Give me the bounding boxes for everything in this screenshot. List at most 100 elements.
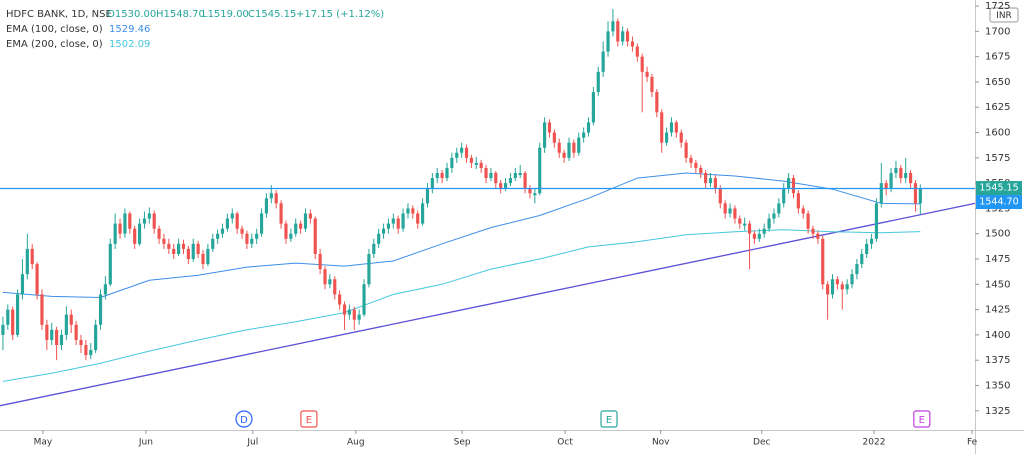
candle-body [152, 213, 156, 229]
symbol: HDFC BANK, 1D, NSE [6, 9, 112, 20]
candle-body [162, 238, 166, 244]
currency-badge[interactable] [989, 7, 1019, 23]
candle-body [313, 218, 317, 254]
candle-body [157, 228, 161, 239]
event-marker[interactable] [600, 410, 618, 428]
candle-body [757, 233, 761, 239]
candle-body [908, 173, 913, 184]
x-tick-label: Oct [557, 438, 573, 448]
close: C1545.15 [248, 9, 296, 20]
candle-body [884, 183, 888, 189]
candle-body [216, 233, 220, 239]
candle-body [235, 213, 239, 229]
ema-name: EMA (100, close, 0) [6, 24, 103, 35]
candle-body [738, 218, 742, 224]
y-tick-label: 1700 [985, 26, 1010, 37]
line-badge-label: 1544.70 [979, 197, 1018, 208]
event-label: E [306, 415, 312, 426]
candle-body [450, 157, 454, 168]
candle-body [616, 21, 620, 42]
candle-body [625, 31, 630, 42]
currency: INR [996, 11, 1012, 21]
event-marker[interactable] [235, 410, 253, 428]
candle-body [347, 309, 351, 315]
candle-body [767, 218, 771, 229]
candle-body [645, 71, 649, 77]
candle-body [386, 223, 391, 229]
event-marker[interactable] [300, 410, 318, 428]
candle-body [211, 238, 215, 249]
candle-body [411, 208, 415, 214]
candle-body [455, 152, 459, 158]
ema-line [2, 229, 921, 382]
candle-body [635, 46, 639, 57]
candle-body [98, 294, 103, 325]
candle-body [806, 213, 810, 229]
candle-body [137, 223, 142, 244]
candle-body [289, 233, 293, 239]
candle-body [611, 21, 615, 32]
high: H1548.70 [156, 9, 205, 20]
candle-body [699, 167, 703, 174]
candle-body [318, 253, 322, 270]
candle-body [406, 208, 410, 214]
candle-body [181, 243, 186, 249]
candle-body [230, 213, 234, 219]
candle-body [684, 142, 688, 158]
candle-body [128, 213, 132, 229]
x-tick-label: Jul [246, 438, 258, 448]
y-tick-label: 1725 [985, 1, 1010, 12]
candle-body [528, 188, 532, 194]
candle-body [464, 147, 469, 158]
candle-body [816, 233, 820, 239]
candle-body [503, 183, 508, 189]
candle-body [299, 223, 303, 229]
candle-body [69, 314, 73, 325]
candle-body [279, 203, 283, 224]
candle-body [6, 309, 10, 325]
candle-body [557, 142, 561, 153]
candle-body [264, 198, 269, 214]
candle-body [79, 339, 83, 346]
candle-body [723, 203, 727, 214]
candle-body [762, 228, 766, 234]
candle-body [679, 132, 683, 143]
candle-body [259, 213, 264, 234]
candle-body [660, 112, 664, 143]
candle-body [865, 243, 869, 254]
line-badge [976, 195, 1022, 210]
candle-body [118, 223, 122, 234]
candle-body [601, 51, 605, 72]
open: O1530.00 [107, 9, 156, 20]
candle-body [586, 122, 591, 133]
candle-body [621, 31, 625, 42]
event-marker[interactable] [913, 410, 931, 428]
legend: HDFC BANK, 1D, NSE O1530.00 H1548.70 L15… [6, 9, 384, 50]
y-tick-label: 1650 [985, 77, 1010, 88]
candle-body [255, 233, 259, 239]
y-tick-label: 1325 [985, 406, 1010, 417]
candle-body [518, 173, 522, 176]
y-tick-label: 1475 [985, 254, 1010, 265]
candle-body [430, 178, 434, 189]
candle-body [352, 309, 356, 320]
candle-body [533, 193, 537, 196]
candle-body [772, 213, 776, 219]
candle-body [547, 122, 552, 133]
candle-body [577, 137, 581, 153]
candle-body [918, 188, 922, 204]
candle-body [752, 233, 757, 239]
candle-body [850, 274, 854, 285]
candle-body [177, 243, 181, 254]
ema-name: EMA (200, close, 0) [6, 39, 103, 50]
candle-body [826, 284, 830, 295]
candle-body [225, 218, 229, 229]
candle-body [421, 203, 425, 224]
candle-body [20, 274, 25, 295]
candle-body [206, 248, 210, 265]
candle-body [889, 173, 893, 189]
candle-body [1, 324, 5, 335]
candle-body [494, 173, 498, 184]
